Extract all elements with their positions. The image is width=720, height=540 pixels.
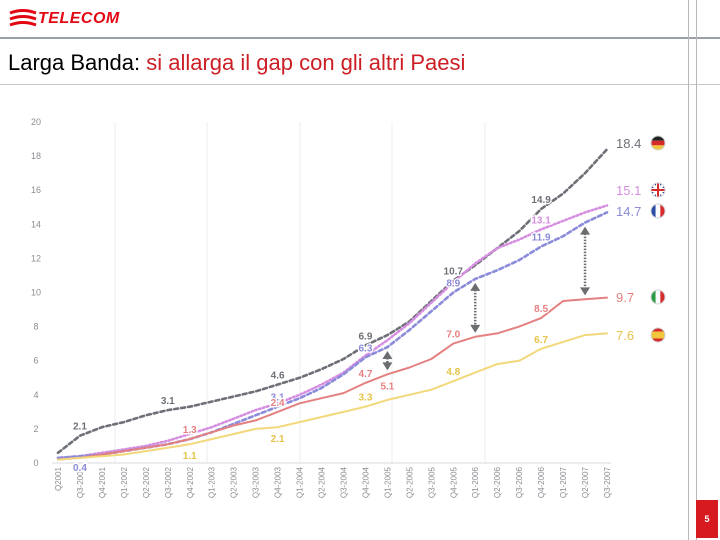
page-title: Larga Banda: si allarga il gap con gli a… <box>8 50 465 76</box>
telecom-logo-icon <box>9 9 37 27</box>
x-tick-label: Q2001 <box>54 466 63 491</box>
telecom-logo: TELECOM <box>8 4 120 34</box>
data-label: 0.4 <box>73 463 87 474</box>
gap-arrow-head-up <box>470 282 481 291</box>
data-label: 11.9 <box>532 232 551 243</box>
end-value-label: 14.7 <box>616 204 641 219</box>
y-tick-label: 2 <box>33 424 38 434</box>
x-tick-label: Q1-2007 <box>559 466 568 498</box>
x-tick-label: Q3-2005 <box>427 466 436 498</box>
header-rule <box>0 37 720 39</box>
x-tick-label: Q4-2006 <box>537 466 546 498</box>
gap-arrow-head-down <box>382 362 393 371</box>
italy-flag-icon <box>650 289 666 305</box>
y-tick-label: 14 <box>31 219 41 229</box>
end-value-label: 7.6 <box>616 328 634 343</box>
gap-arrow-head-up <box>580 226 591 235</box>
x-tick-label: Q4-2004 <box>361 466 370 498</box>
y-tick-label: 10 <box>31 288 41 298</box>
x-tick-label: Q3-2007 <box>603 466 612 498</box>
y-tick-label: 6 <box>33 356 38 366</box>
x-tick-label: Q2-2004 <box>318 466 327 498</box>
x-tick-label: Q3-2004 <box>339 466 348 498</box>
x-tick-label: Q2-2002 <box>142 466 151 498</box>
x-tick-label: Q2-2006 <box>493 466 502 498</box>
uk-flag-icon <box>650 182 666 198</box>
y-tick-label: 20 <box>31 117 41 127</box>
x-tick-label: Q2-2003 <box>230 466 239 498</box>
data-label: 3.1 <box>271 393 285 404</box>
data-label: 14.9 <box>531 195 551 206</box>
x-tick-label: Q1-2004 <box>296 466 305 498</box>
data-label: 6.7 <box>534 335 548 346</box>
title-rule <box>0 84 720 85</box>
data-label: 1.1 <box>183 451 197 462</box>
logo-text: TELECOM <box>38 10 120 27</box>
data-label: 5.1 <box>380 381 394 392</box>
data-label: 8.5 <box>534 304 548 315</box>
germany-flag-icon <box>650 135 666 151</box>
series-line <box>57 296 608 461</box>
y-tick-label: 8 <box>33 322 38 332</box>
data-label: 8.9 <box>446 279 460 290</box>
x-tick-label: Q1-2003 <box>208 466 217 498</box>
data-label: 3.3 <box>358 393 372 404</box>
x-tick-label: Q4-2005 <box>449 466 458 498</box>
data-label: 1.7 <box>183 425 197 436</box>
end-value-label: 9.7 <box>616 290 634 305</box>
title-main: Larga Banda <box>8 50 134 75</box>
frame-line-left <box>688 0 689 540</box>
data-label: 13.1 <box>531 215 551 226</box>
data-label: 6.9 <box>358 331 372 342</box>
x-tick-label: Q3-2001 <box>76 466 85 498</box>
data-label: 3.1 <box>161 396 175 407</box>
gap-arrow-head-up <box>382 351 393 360</box>
page-number: 5 <box>696 500 718 538</box>
data-label: 4.8 <box>446 367 460 378</box>
x-tick-label: Q1-2002 <box>120 466 129 498</box>
x-tick-label: Q4-2003 <box>274 466 283 498</box>
y-tick-label: 12 <box>31 253 41 263</box>
data-label: 2.1 <box>271 434 285 445</box>
y-tick-label: 4 <box>33 390 38 400</box>
x-tick-label: Q1-2005 <box>383 466 392 498</box>
data-label: 4.6 <box>271 371 285 382</box>
end-value-label: 15.1 <box>616 183 641 198</box>
data-label: 1.3 <box>183 425 197 436</box>
data-label: 4.7 <box>358 369 372 380</box>
x-tick-label: Q3-2003 <box>252 466 261 498</box>
end-value-label: 18.4 <box>616 136 641 151</box>
data-label: 7.0 <box>446 330 460 341</box>
x-tick-label: Q2-2007 <box>581 466 590 498</box>
france-flag-icon <box>650 203 666 219</box>
gap-arrow-head-down <box>580 287 591 296</box>
series-line <box>56 211 609 460</box>
frame-line-right <box>696 0 697 540</box>
data-label: 10.7 <box>444 267 464 278</box>
series-line <box>56 204 609 460</box>
x-tick-label: Q2-2005 <box>405 466 414 498</box>
y-tick-label: 16 <box>31 185 41 195</box>
y-tick-label: 0 <box>33 458 38 468</box>
title-subtitle: si allarga il gap con gli altri Paesi <box>146 50 466 75</box>
x-tick-label: Q3-2006 <box>515 466 524 498</box>
y-tick-label: 18 <box>31 151 41 161</box>
title-separator: : <box>134 50 147 75</box>
x-tick-label: Q4-2002 <box>186 466 195 498</box>
series-line <box>56 148 609 455</box>
spain-flag-icon <box>650 327 666 343</box>
x-tick-label: Q3-2002 <box>164 466 173 498</box>
data-label: 2.1 <box>73 422 87 433</box>
data-label: 2.4 <box>271 398 285 409</box>
series-line <box>57 332 608 461</box>
data-label: 6.3 <box>358 343 372 354</box>
gap-arrow-head-down <box>470 324 481 333</box>
x-tick-label: Q1-2006 <box>471 466 480 498</box>
x-tick-label: Q4-2001 <box>98 466 107 498</box>
